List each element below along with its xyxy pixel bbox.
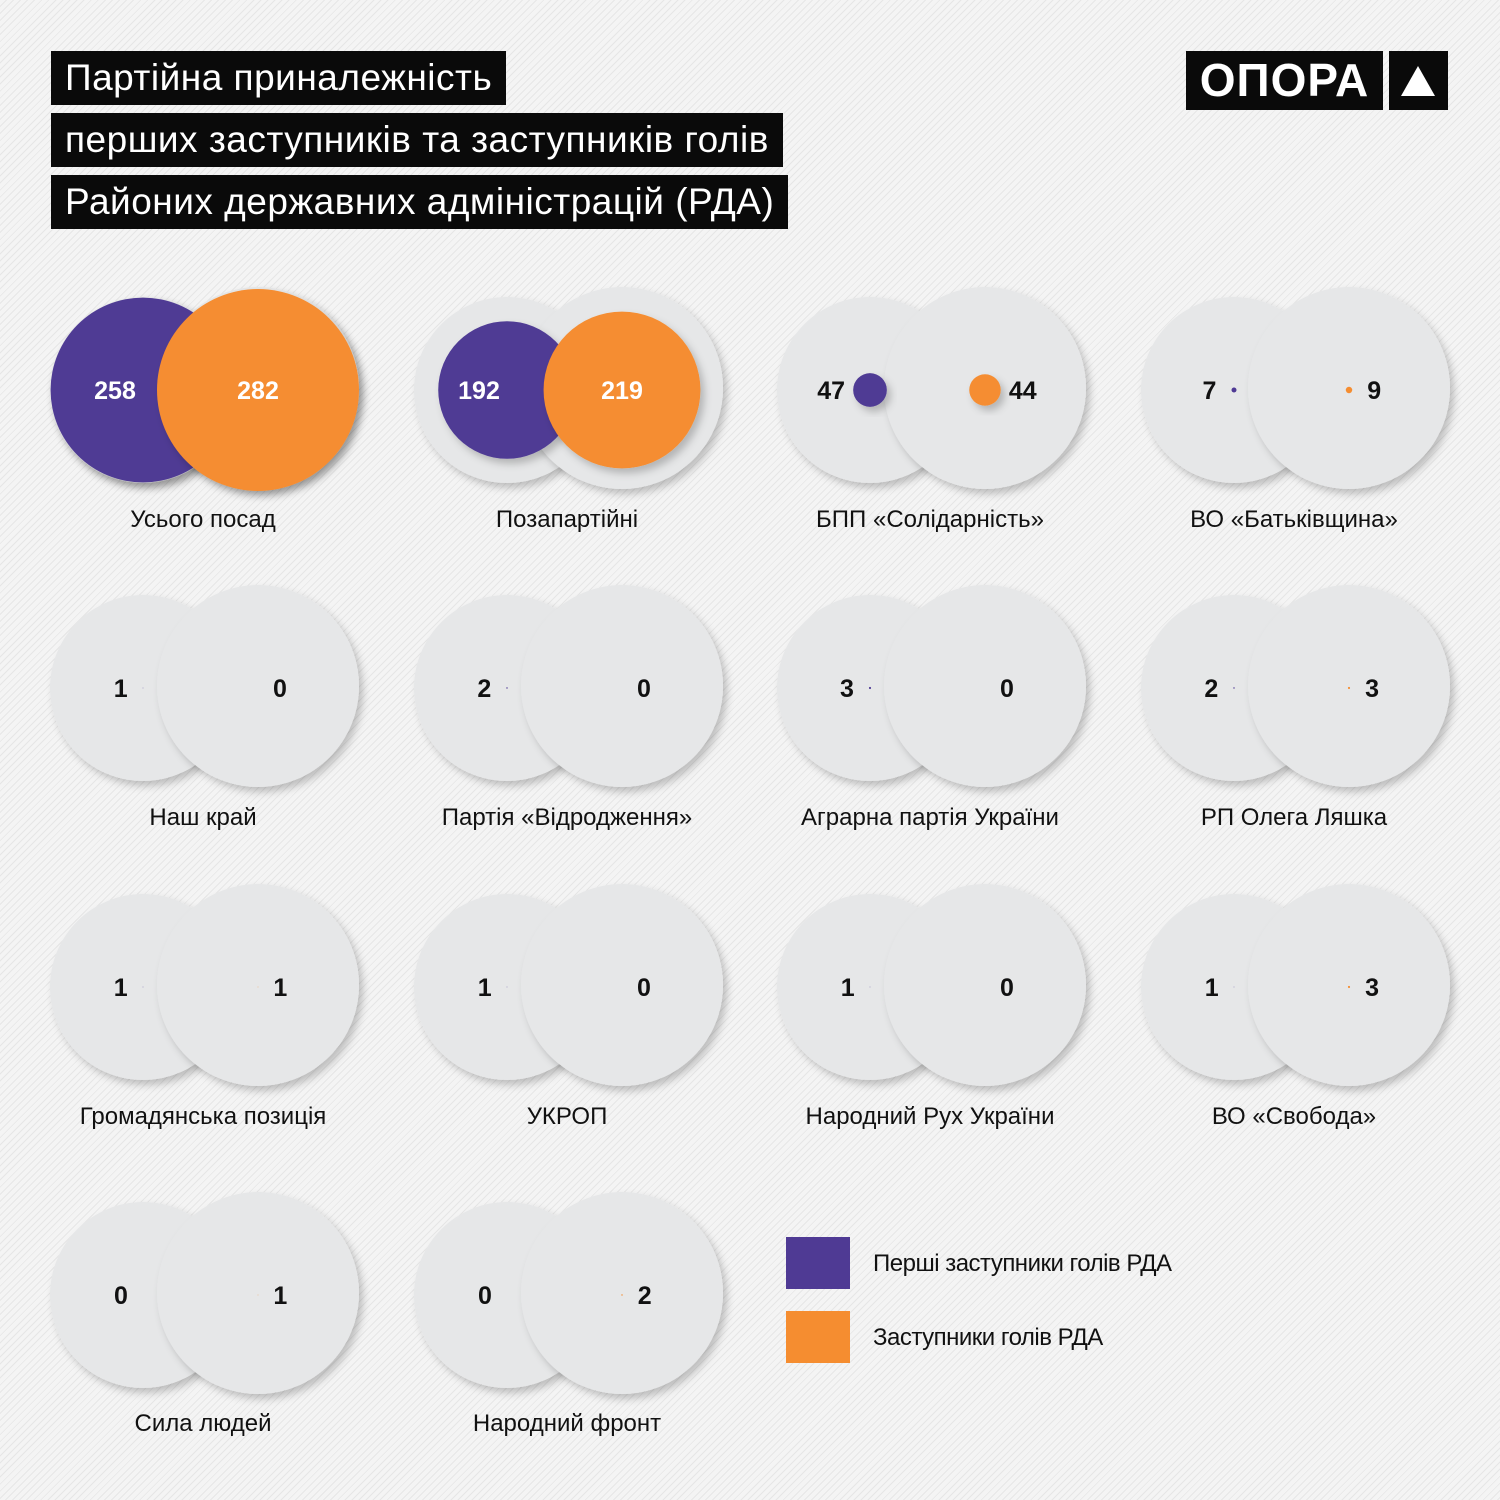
title-line-3: Районих державних адміністрацій (РДА): [51, 175, 789, 229]
category-label: БПП «Солідарність»: [816, 506, 1044, 533]
legend-swatch-deputies: [786, 1311, 850, 1363]
value-label-deputy: 282: [237, 377, 279, 405]
value-label-deputy: 0: [1000, 974, 1014, 1002]
bubble-deputies: [1347, 686, 1351, 690]
value-label-first: 47: [817, 377, 845, 405]
category-label: Аграрна партія України: [801, 804, 1059, 831]
bubble-pair: 2 0 Партія «Відродження»: [414, 585, 723, 831]
value-label-first: 0: [478, 1282, 492, 1310]
bg-circle-deputy: [157, 1192, 359, 1394]
bg-circle-deputy: [157, 585, 359, 787]
value-label-first: 258: [94, 377, 136, 405]
value-label-first: 1: [1205, 974, 1219, 1002]
value-label-deputy: 1: [273, 1282, 287, 1310]
bubble-deputies: [621, 1294, 623, 1296]
value-label-deputy: 3: [1365, 675, 1379, 703]
opora-logo: ОПОРА: [1186, 51, 1448, 110]
triangle-up-icon: [1389, 51, 1448, 110]
bubble-pair: 1 3 ВО «Свобода»: [1141, 884, 1450, 1130]
category-label: Сила людей: [135, 1410, 272, 1437]
legend-label-first-deputies: Перші заступники голів РДА: [873, 1250, 1172, 1277]
value-label-deputy: 219: [601, 377, 643, 405]
bubble-pair: 1 1 Громадянська позиція: [50, 884, 359, 1130]
value-label-deputy: 2: [638, 1282, 652, 1310]
value-label-deputy: 9: [1367, 377, 1381, 405]
value-label-first: 2: [477, 675, 491, 703]
bubble-pair: 7 9 ВО «Батьківщина»: [1141, 287, 1450, 533]
value-label-deputy: 0: [273, 675, 287, 703]
bubble-first-deputies: [853, 373, 887, 407]
value-label-first: 1: [841, 974, 855, 1002]
title-line-2: перших заступників та заступників голів: [51, 113, 783, 167]
bubble-pair: 0 2 Народний фронт: [414, 1192, 723, 1437]
bg-circle-deputy: [884, 884, 1086, 1086]
bubble-first-deputies: [1231, 387, 1237, 393]
category-label: ВО «Батьківщина»: [1190, 506, 1398, 533]
bubble-pair: 1 0 УКРОП: [414, 884, 723, 1130]
category-label: Народний Рух України: [806, 1103, 1055, 1130]
bg-circle-deputy: [521, 1192, 723, 1394]
value-label-deputy: 0: [637, 675, 651, 703]
bubble-first-deputies: [506, 986, 508, 988]
category-label: УКРОП: [527, 1103, 608, 1130]
value-label-first: 1: [114, 675, 128, 703]
title-line-1: Партійна приналежність: [51, 51, 507, 105]
bubble-pair: 1 0 Наш край: [50, 585, 359, 831]
bubble-pair: 47 44 БПП «Солідарність»: [777, 287, 1086, 533]
category-label: Усього посад: [130, 506, 275, 533]
legend-label-deputies: Заступники голів РДА: [873, 1324, 1103, 1351]
category-label: Народний фронт: [473, 1410, 661, 1437]
bubble-first-deputies: [438, 321, 576, 459]
bubble-pair: 0 1 Сила людей: [50, 1192, 359, 1437]
bg-circle-deputy: [157, 884, 359, 1086]
bg-circle-deputy: [1248, 884, 1450, 1086]
category-label: Позапартійні: [496, 506, 638, 533]
value-label-deputy: 0: [1000, 675, 1014, 703]
bubble-first-deputies: [506, 687, 508, 689]
value-label-first: 3: [840, 675, 854, 703]
value-label-first: 1: [478, 974, 492, 1002]
category-label: РП Олега Ляшка: [1201, 804, 1388, 831]
bubble-pair: 1 0 Народний Рух України: [777, 884, 1086, 1130]
value-label-deputy: 1: [273, 974, 287, 1002]
category-label: Партія «Відродження»: [442, 804, 693, 831]
bubble-deputies: [157, 289, 359, 491]
bubble-first-deputies: [869, 986, 871, 988]
bubble-deputies: [1347, 985, 1351, 989]
bubble-pair: 2 3 РП Олега Ляшка: [1141, 585, 1450, 831]
category-label: ВО «Свобода»: [1212, 1103, 1376, 1130]
bg-circle-deputy: [884, 585, 1086, 787]
bubble-deputies: [543, 311, 701, 469]
bubble-first-deputies: [142, 986, 144, 988]
bubble-first-deputies: [142, 687, 144, 689]
value-label-first: 2: [1204, 675, 1218, 703]
bubble-first-deputies: [1233, 687, 1235, 689]
bg-circle-deputy: [521, 884, 723, 1086]
bubble-deputies: [257, 1294, 259, 1296]
value-label-deputy: 3: [1365, 974, 1379, 1002]
bubble-pair: 258 282 Усього посад: [50, 287, 359, 533]
bubble-pair: 3 0 Аграрна партія України: [777, 585, 1086, 831]
value-label-deputy: 44: [1009, 377, 1037, 405]
value-label-first: 1: [114, 974, 128, 1002]
value-label-first: 7: [1203, 377, 1217, 405]
value-label-first: 0: [114, 1282, 128, 1310]
bg-circle-deputy: [521, 585, 723, 787]
legend-swatch-first-deputies: [786, 1237, 850, 1289]
bubble-deputies: [969, 374, 1001, 406]
bubble-pair: 192 219 Позапартійні: [414, 287, 723, 533]
category-label: Громадянська позиція: [80, 1103, 327, 1130]
category-label: Наш край: [149, 804, 256, 831]
value-label-first: 192: [458, 377, 500, 405]
value-label-deputy: 0: [637, 974, 651, 1002]
bubble-deputies: [257, 986, 259, 988]
bubble-first-deputies: [868, 686, 872, 690]
bubble-first-deputies: [1233, 986, 1235, 988]
bubble-deputies: [1345, 386, 1353, 394]
logo-text: ОПОРА: [1186, 51, 1383, 110]
bg-circle-deputy: [1248, 585, 1450, 787]
